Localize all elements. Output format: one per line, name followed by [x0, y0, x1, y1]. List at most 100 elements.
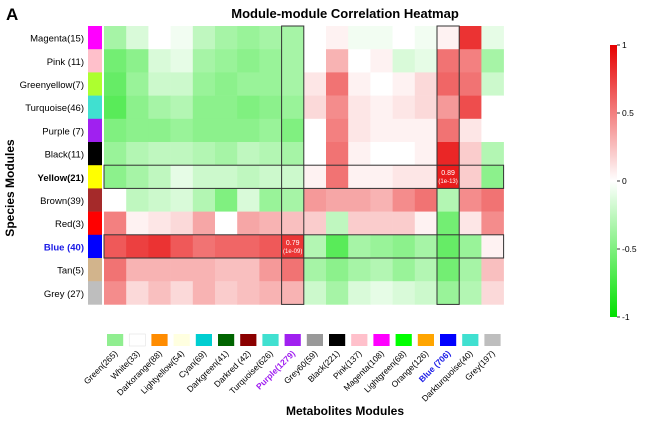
annotation-pvalue: (1e-09) [283, 249, 302, 255]
heatmap-cell [459, 95, 482, 120]
heatmap-cell [414, 234, 438, 259]
colorbar-tick-label: 0.5 [622, 108, 634, 118]
heatmap-cell [170, 95, 194, 120]
heatmap-cell [281, 234, 305, 259]
heatmap-cell [237, 211, 260, 236]
heatmap-cell [370, 72, 393, 96]
heatmap-cell [326, 95, 349, 120]
heatmap-cell [348, 95, 371, 120]
heatmap-cell [192, 234, 216, 259]
row-label: Yellow(21) [38, 173, 84, 184]
heatmap-cell [348, 188, 371, 212]
highlight-boxes [103, 25, 505, 305]
heatmap-cell [303, 95, 327, 120]
heatmap-cell [303, 26, 327, 50]
heatmap-cell [370, 165, 393, 189]
heatmap-cell [126, 211, 149, 236]
heatmap-cell [215, 26, 238, 50]
heatmap-cell [148, 49, 171, 73]
heatmap-cell [104, 26, 127, 50]
heatmap-cell [215, 234, 238, 259]
heatmap-cell [481, 281, 504, 305]
heatmap-cell [148, 165, 171, 189]
heatmap-cell [259, 258, 282, 282]
heatmap-cell [170, 211, 194, 236]
heatmap-cell [326, 118, 349, 143]
row-label: Tan(5) [57, 266, 84, 277]
heatmap-cell [170, 258, 194, 282]
row-labels: Magenta(15) Pink (11) Greenyellow(7) Turquo… [20, 34, 84, 300]
heatmap-cell [192, 281, 216, 305]
heatmap-cell [170, 26, 194, 50]
row-color-swatch [88, 118, 102, 143]
heatmap-cell [459, 118, 482, 143]
heatmap-cell [303, 118, 327, 143]
heatmap-cell [148, 258, 171, 282]
heatmap-cell [370, 188, 393, 212]
row-color-swatch [88, 142, 102, 166]
row-label: Greenyellow(7) [20, 80, 84, 91]
heatmap-cell [348, 118, 371, 143]
heatmap-cell [281, 72, 305, 96]
heatmap-cell [259, 26, 282, 50]
heatmap-cell [370, 49, 393, 73]
heatmap-cell [281, 258, 305, 282]
heatmap-cell [126, 72, 149, 96]
heatmap-cell [259, 142, 282, 166]
heatmap-cell [348, 49, 371, 73]
highlight-box [436, 25, 460, 305]
heatmap-cell [126, 95, 149, 120]
heatmap-cell [237, 258, 260, 282]
heatmap-cell [303, 142, 327, 166]
heatmap-cell [437, 118, 460, 143]
heatmap-cell [126, 118, 149, 143]
highlight-box [281, 25, 305, 305]
heatmap-cell [237, 188, 260, 212]
heatmap-cell [281, 118, 305, 143]
heatmap-cell [104, 234, 127, 259]
heatmap-cell [281, 165, 305, 189]
heatmap-cell [326, 26, 349, 50]
heatmap-cell [192, 26, 216, 50]
heatmap-cell [259, 49, 282, 73]
heatmap-cell [104, 165, 127, 189]
heatmap-cell [326, 72, 349, 96]
heatmap-cell [104, 142, 127, 166]
heatmap-cell [437, 165, 460, 189]
column-color-swatch [195, 334, 212, 346]
column-color-swatch [107, 334, 124, 346]
heatmap-cell [370, 258, 393, 282]
heatmap-cell [326, 211, 349, 236]
heatmap-cell [104, 188, 127, 212]
heatmap-cell [481, 211, 504, 236]
heatmap-cell [303, 165, 327, 189]
heatmap-cell [414, 165, 438, 189]
heatmap-cell [281, 26, 305, 50]
heatmap-cell [348, 211, 371, 236]
heatmap-cell [192, 95, 216, 120]
heatmap-cell [326, 281, 349, 305]
row-color-swatch [88, 95, 102, 120]
heatmap-cell [192, 211, 216, 236]
heatmap-cell [392, 234, 416, 259]
heatmap-cell [303, 281, 327, 305]
heatmap-cell [303, 188, 327, 212]
heatmap-cell [148, 142, 171, 166]
heatmap-cell [437, 49, 460, 73]
heatmap-cell [237, 95, 260, 120]
heatmap-cell [437, 72, 460, 96]
heatmap-cell [348, 72, 371, 96]
colorbar-tick-label: 1 [622, 40, 627, 50]
heatmap-cell [392, 26, 416, 50]
heatmap-cell [126, 142, 149, 166]
x-axis-label: Metabolites Modules [286, 404, 404, 418]
heatmap-cell [481, 95, 504, 120]
heatmap-cell [459, 211, 482, 236]
heatmap-cell [459, 72, 482, 96]
heatmap-cell [326, 165, 349, 189]
heatmap-cell [348, 281, 371, 305]
column-color-swatch [373, 334, 390, 346]
column-color-swatch [262, 334, 279, 346]
heatmap-cell [459, 281, 482, 305]
heatmap-cell [481, 49, 504, 73]
